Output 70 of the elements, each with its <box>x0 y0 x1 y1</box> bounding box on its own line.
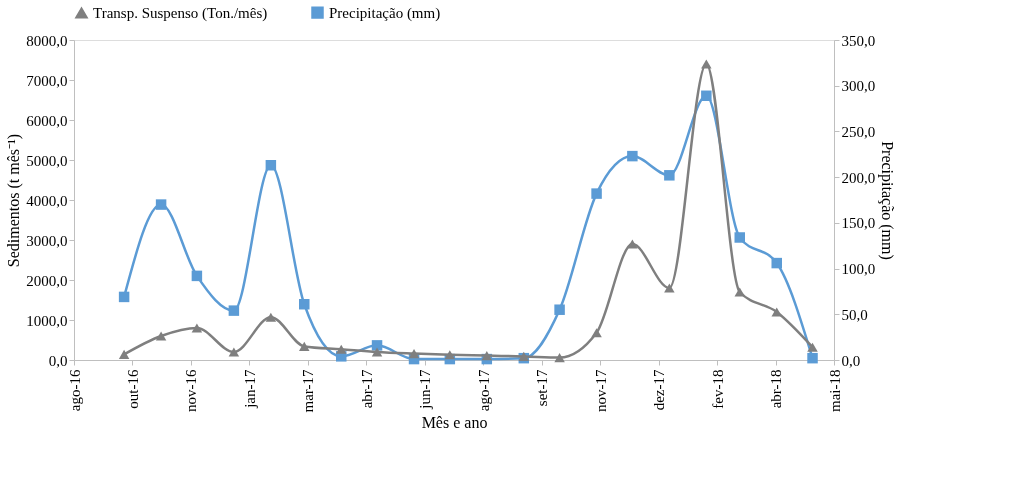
legend-label: Transp. Suspenso (Ton./mês) <box>93 4 268 22</box>
point <box>191 323 203 333</box>
y-tick-label: 6000,0 <box>26 112 68 129</box>
x-tick-label: ago-16 <box>66 369 83 412</box>
point <box>807 352 818 364</box>
y-tick-label: 8000,0 <box>26 32 68 49</box>
point <box>481 351 493 361</box>
x-tick-label: ago-17 <box>475 369 492 412</box>
point <box>771 307 782 317</box>
point <box>591 188 602 199</box>
x-tick-label: mar-17 <box>300 369 317 413</box>
y2-tick-label: 50,0 <box>841 306 868 323</box>
point <box>118 291 130 303</box>
legend-label: Precipitação (mm) <box>329 4 441 22</box>
point <box>118 349 130 359</box>
x-tick-label: set-17 <box>534 369 551 407</box>
point <box>191 270 203 282</box>
point <box>734 232 745 243</box>
y-tick-label: 7000,0 <box>26 72 68 89</box>
y2-tick-label: 250,0 <box>841 123 876 140</box>
point <box>444 350 456 360</box>
y-tick-label: 1000,0 <box>26 312 68 329</box>
point <box>155 331 167 341</box>
point <box>627 150 638 162</box>
point <box>155 199 167 210</box>
point <box>408 349 420 359</box>
y2-tick-label: 0,0 <box>841 352 861 369</box>
point <box>627 239 638 249</box>
y-tick-label: 3000,0 <box>26 232 68 249</box>
point <box>265 160 277 171</box>
y-tick-label: 0,0 <box>48 352 68 369</box>
x-tick-label: dez-17 <box>651 369 668 411</box>
point <box>807 342 818 352</box>
point <box>228 305 240 316</box>
point <box>664 283 675 293</box>
point <box>771 257 782 269</box>
point <box>299 341 310 351</box>
point <box>701 59 712 69</box>
x-tick-label: abr-17 <box>358 369 375 409</box>
point <box>664 170 675 181</box>
x-tick-label: jan-17 <box>241 369 258 409</box>
y2-tick-label: 150,0 <box>841 215 876 232</box>
x-tick-label: fev-18 <box>709 369 726 409</box>
x-tick-label: out-16 <box>124 369 141 409</box>
point <box>299 298 310 310</box>
x-tick-label: mai-18 <box>826 369 843 412</box>
point <box>336 344 347 354</box>
y-tick-label: 2000,0 <box>26 272 68 289</box>
x-axis-title: Mês e ano <box>421 413 488 431</box>
y2-axis-title: Precipitação (mm) <box>878 141 897 260</box>
point <box>554 353 565 363</box>
y2-tick-label: 300,0 <box>841 78 876 95</box>
y2-tick-label: 350,0 <box>841 32 876 49</box>
y-axis-title: Sedimentos (t mês⁻¹) <box>5 133 24 268</box>
x-tick-label: abr-18 <box>768 369 785 409</box>
point <box>554 304 565 315</box>
point <box>701 90 712 102</box>
y-tick-label: 5000,0 <box>26 152 68 169</box>
y2-tick-label: 100,0 <box>841 261 876 278</box>
y-tick-label: 4000,0 <box>26 192 68 209</box>
point <box>591 328 602 338</box>
point <box>228 347 240 357</box>
x-tick-label: nov-17 <box>592 369 609 412</box>
x-tick-label: jun-17 <box>417 369 434 410</box>
point <box>265 312 277 322</box>
point <box>371 340 383 351</box>
y2-tick-label: 200,0 <box>841 169 876 186</box>
point <box>371 347 383 357</box>
point <box>734 287 745 297</box>
x-tick-label: nov-16 <box>183 369 200 412</box>
